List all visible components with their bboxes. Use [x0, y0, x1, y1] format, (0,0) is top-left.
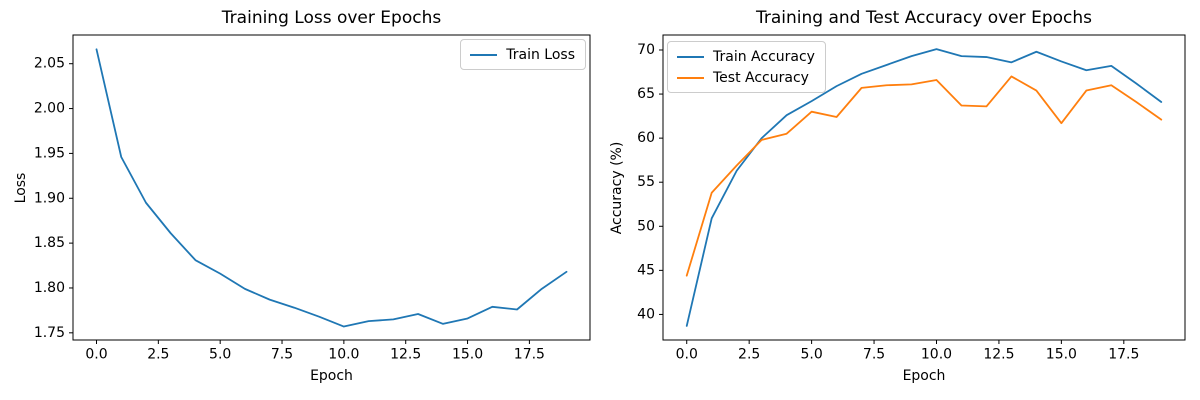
- y-axis-ticks: 40 45 50 55 60 65 70: [637, 42, 663, 322]
- x-tick-label: 2.5: [147, 347, 169, 363]
- test-accuracy-line-swatch: [677, 76, 704, 79]
- legend-label-train-accuracy: Train Accuracy: [713, 48, 815, 65]
- y-tick-label: 1.85: [34, 235, 65, 251]
- loss-x-axis-label: Epoch: [310, 368, 353, 384]
- y-tick-label: 65: [637, 86, 655, 102]
- accuracy-x-axis-label: Epoch: [902, 368, 946, 384]
- train-loss-line-swatch: [470, 53, 498, 56]
- loss-chart-canvas: 0.0 2.5 5.0 7.5 10.0 12.5 15.0 17.5 1.75 1.80 1.85…: [34, 34, 591, 363]
- x-tick-label: 12.5: [390, 347, 421, 363]
- accuracy-y-axis-label: Accuracy (%): [609, 141, 625, 235]
- y-tick-label: 40: [637, 306, 655, 322]
- y-tick-label: 1.80: [34, 280, 65, 296]
- y-tick-label: 2.00: [34, 101, 65, 117]
- legend-label-test-accuracy: Test Accuracy: [713, 69, 809, 86]
- legend-label-train-loss: Train Loss: [506, 46, 575, 63]
- train-accuracy-line-swatch: [677, 55, 704, 58]
- accuracy-legend: Train Accuracy Test Accuracy: [667, 41, 826, 93]
- series-line-test-accuracy: [685, 75, 1163, 277]
- loss-y-axis-label: Loss: [13, 172, 29, 204]
- x-tick-label: 15.0: [452, 347, 483, 363]
- x-tick-label: 5.0: [209, 347, 231, 363]
- y-axis-ticks: 1.75 1.80 1.85 1.90 1.95 2.00 2.05: [34, 56, 73, 341]
- y-tick-label: 50: [637, 218, 655, 234]
- x-tick-label: 5.0: [800, 347, 822, 363]
- y-tick-label: 1.90: [34, 190, 65, 206]
- series-line-train-accuracy: [685, 48, 1163, 327]
- x-tick-label: 0.0: [85, 347, 107, 363]
- y-tick-label: 60: [637, 130, 655, 146]
- x-axis-ticks: 0.0 2.5 5.0 7.5 10.0 12.5 15.0 17.5: [85, 340, 545, 363]
- y-tick-label: 2.05: [34, 56, 65, 72]
- accuracy-chart-canvas: 0.0 2.5 5.0 7.5 10.0 12.5 15.0 17.5 40 45 50 55 60 65…: [637, 34, 1186, 363]
- x-tick-label: 12.5: [983, 347, 1014, 363]
- loss-chart-title: Training Loss over Epochs: [221, 8, 442, 28]
- x-tick-label: 15.0: [1046, 347, 1077, 363]
- x-axis-ticks: 0.0 2.5 5.0 7.5 10.0 12.5 15.0 17.5: [676, 340, 1139, 363]
- y-tick-label: 70: [637, 42, 655, 58]
- x-tick-label: 10.0: [328, 347, 359, 363]
- y-tick-label: 1.95: [34, 145, 65, 161]
- y-tick-label: 55: [637, 174, 655, 190]
- x-tick-label: 17.5: [1108, 347, 1139, 363]
- accuracy-chart-title: Training and Test Accuracy over Epochs: [756, 8, 1092, 28]
- legend-entry-train-loss: Train Loss: [470, 44, 575, 65]
- plot-frame: [72, 34, 591, 341]
- plot-frame: [662, 34, 1186, 341]
- training-loss-chart: 0.0 2.5 5.0 7.5 10.0 12.5 15.0 17.5 1.75 1.80 1.85…: [13, 8, 591, 384]
- x-tick-label: 17.5: [514, 347, 545, 363]
- legend-entry-test-accuracy: Test Accuracy: [677, 67, 815, 88]
- y-tick-label: 45: [637, 262, 655, 278]
- accuracy-chart: 0.0 2.5 5.0 7.5 10.0 12.5 15.0 17.5 40 45 50 55 60 65…: [600, 0, 1200, 400]
- x-tick-label: 10.0: [921, 347, 952, 363]
- x-tick-label: 7.5: [863, 347, 885, 363]
- x-tick-label: 2.5: [738, 347, 760, 363]
- x-tick-label: 0.0: [676, 347, 698, 363]
- series-line-train-loss: [95, 48, 568, 328]
- legend-entry-train-accuracy: Train Accuracy: [677, 46, 815, 67]
- y-tick-label: 1.75: [34, 325, 65, 341]
- loss-legend: Train Loss: [460, 39, 586, 70]
- x-tick-label: 7.5: [271, 347, 293, 363]
